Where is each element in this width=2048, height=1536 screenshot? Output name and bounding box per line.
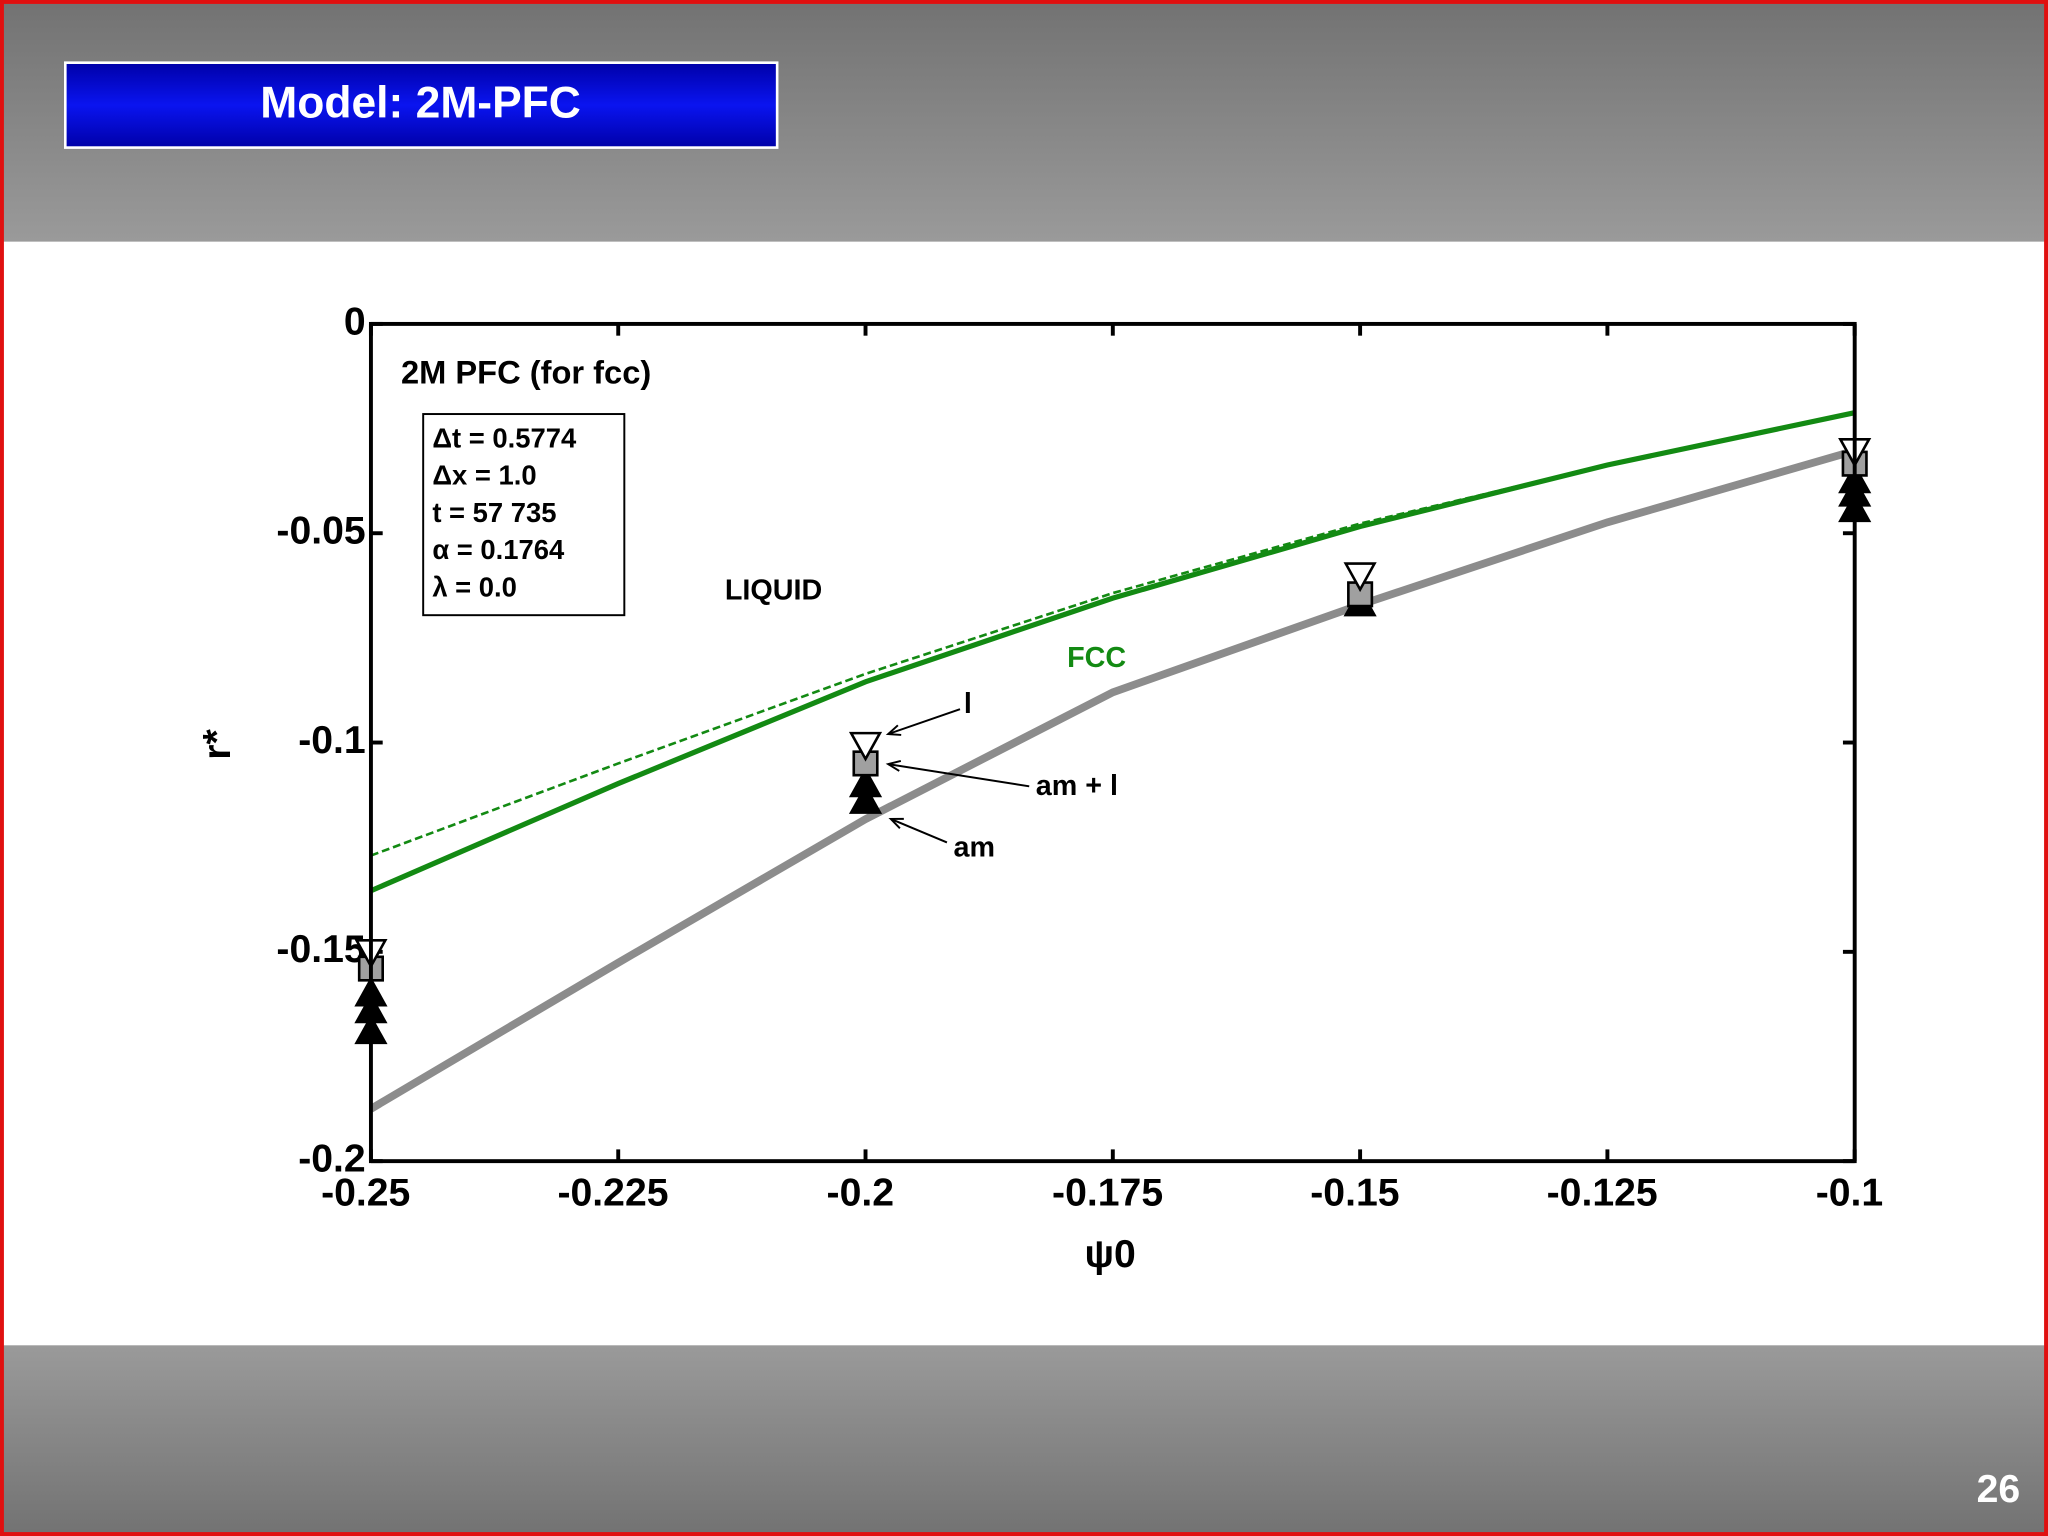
page-number: 26 xyxy=(1977,1468,2021,1511)
info-line: Δt = 0.5774 xyxy=(432,422,577,453)
annotation-arrow xyxy=(887,708,961,735)
x-tick-label: -0.225 xyxy=(557,1171,668,1214)
info-line: t = 57 735 xyxy=(432,497,556,528)
x-tick-label: -0.1 xyxy=(1816,1171,1884,1214)
x-tick-label: -0.15 xyxy=(1310,1171,1399,1214)
arrow-head xyxy=(885,759,902,772)
x-tick-label: -0.25 xyxy=(321,1171,410,1214)
annotation: FCC xyxy=(1067,642,1126,674)
annotation: LIQUID xyxy=(725,574,822,606)
arrow-head xyxy=(888,817,904,829)
annotation: am xyxy=(953,832,995,864)
info-line: Δx = 1.0 xyxy=(432,460,536,491)
slide-title: Model: 2M-PFC xyxy=(260,79,581,128)
y-tick-label: -0.15 xyxy=(276,928,365,971)
annotation: l xyxy=(964,688,972,720)
arrow-head xyxy=(885,724,902,736)
series-line xyxy=(368,446,1856,1113)
annotation-arrow xyxy=(890,818,948,844)
y-axis-label: r* xyxy=(196,728,239,759)
x-tick-label: -0.175 xyxy=(1052,1171,1163,1214)
annotation: am + l xyxy=(1036,770,1118,802)
marker xyxy=(1343,562,1377,593)
title-box xyxy=(64,61,779,149)
y-tick-label: -0.2 xyxy=(298,1137,366,1180)
y-tick-label: 0 xyxy=(344,300,366,343)
plot-frame xyxy=(368,321,1857,1164)
footer-band xyxy=(0,1345,2048,1536)
x-axis-label: ψ0 xyxy=(1085,1233,1136,1276)
x-tick-label: -0.2 xyxy=(827,1171,895,1214)
chart: -0.25 -0.225 -0.2 -0.175 -0.15 -0.125 -0.1 0 -0.… xyxy=(196,300,1883,1276)
marker xyxy=(848,784,883,814)
info-line: α = 0.1764 xyxy=(432,534,565,565)
x-tick-label: -0.125 xyxy=(1547,1171,1658,1214)
info-box xyxy=(422,413,626,617)
series-line xyxy=(369,410,1856,894)
y-tick-label: -0.1 xyxy=(298,719,366,762)
marker xyxy=(848,731,883,762)
y-tick-label: -0.05 xyxy=(276,510,365,553)
chart-title: 2M PFC (for fcc) xyxy=(401,353,651,390)
annotation-arrow xyxy=(888,763,1030,788)
info-line: λ = 0.0 xyxy=(432,571,517,602)
